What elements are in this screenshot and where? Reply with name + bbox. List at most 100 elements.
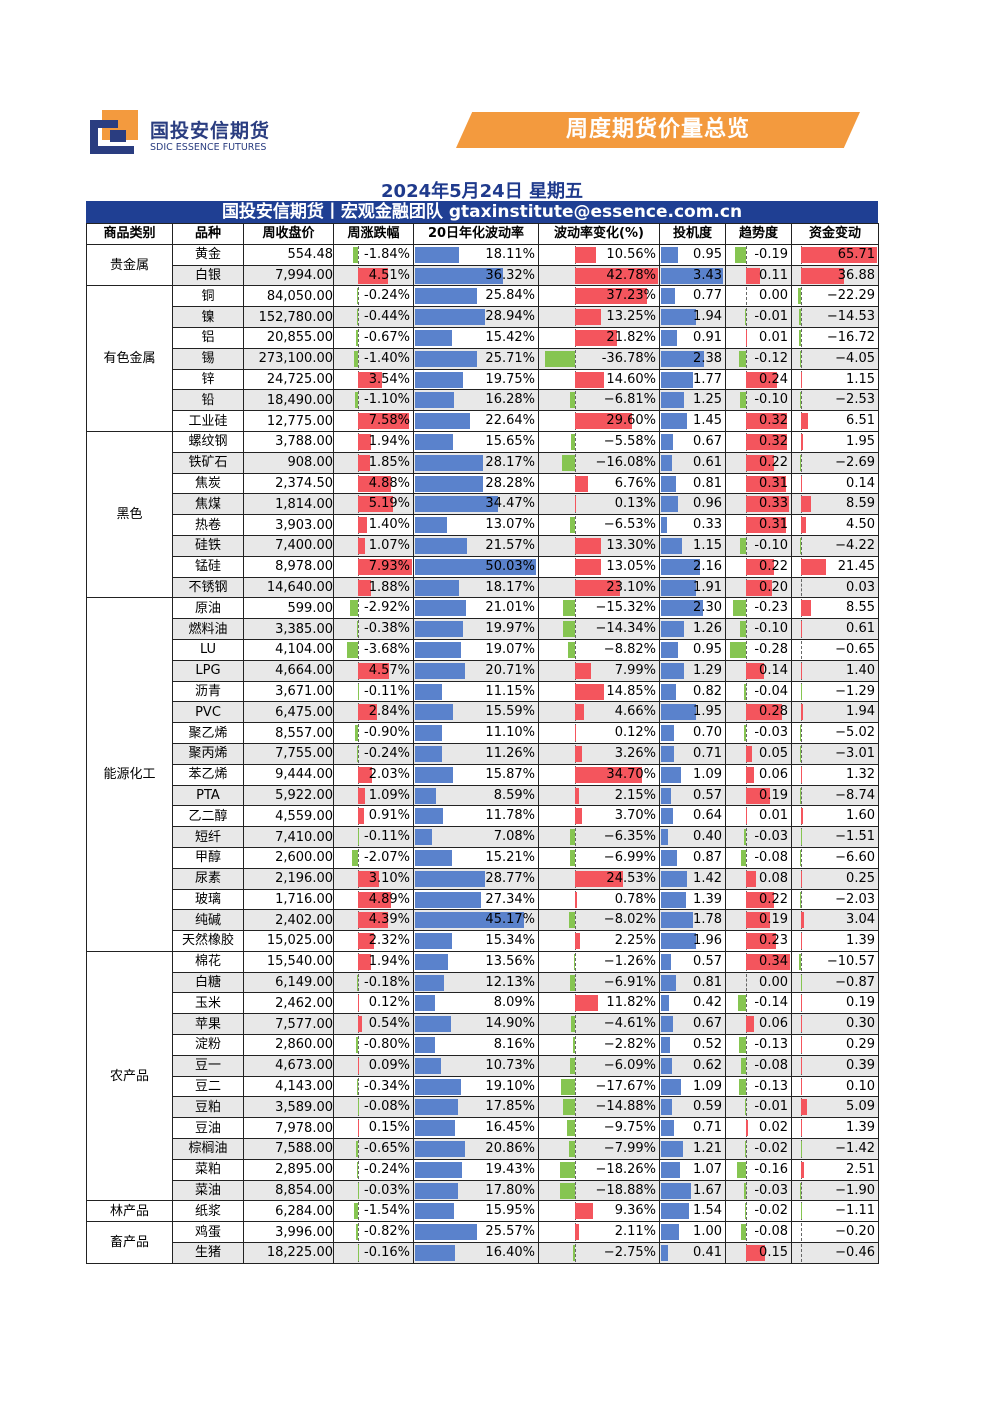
volatility-change-value: −18.26%: [595, 1161, 656, 1177]
weekly-change-axis: [358, 1244, 359, 1262]
item-name-cell: 豆二: [172, 1075, 244, 1098]
trend-cell: 0.14: [725, 659, 792, 682]
weekly-change-value: -2.07%: [364, 849, 410, 865]
trend-bar: [738, 1037, 746, 1054]
trend-bar: [741, 1057, 746, 1074]
trend-value: 0.01: [759, 329, 788, 345]
trend-bar: [745, 662, 764, 679]
volatility-change-bar: [570, 433, 576, 450]
volatility-change-bar: [575, 413, 633, 430]
weekly-change-bar: [358, 558, 412, 575]
table-row: 有色金属铜 84,050.00 -0.24% 25.84% 37.23% 0.77 0.00…: [86, 285, 879, 432]
close-price-cell: 7,588.00: [243, 1138, 334, 1160]
volatility-change-value: −17.67%: [595, 1078, 656, 1094]
speculation-bar: [661, 766, 681, 783]
fund-flow-bar: [800, 413, 809, 430]
speculation-value: 0.61: [693, 454, 722, 470]
table-row: 豆一 4,673.00 0.09% 10.73% −6.09% 0.62 -0.08 0.39: [87, 1054, 879, 1077]
table-row: 玻璃 1,716.00 4.89% 27.34% 0.78% 1.39 0.22 −2.03: [87, 888, 879, 911]
weekly-change-value: -0.24%: [364, 745, 410, 761]
speculation-bar: [661, 371, 693, 388]
trend-bar: [738, 995, 746, 1012]
weekly-change-value: -0.44%: [364, 309, 410, 325]
trend-value: -0.13: [754, 1078, 788, 1094]
volatility-cell: 16.45%: [413, 1117, 539, 1140]
table-row: 沥青 3,671.00 -0.11% 11.15% 14.85% 0.82 -0.04 −1.…: [87, 680, 879, 703]
item-name-cell: 菜油: [172, 1179, 244, 1202]
close-price-cell: 18,490.00: [243, 389, 334, 412]
volatility-change-value: 14.85%: [606, 683, 656, 699]
volatility-value: 7.08%: [493, 829, 535, 845]
trend-value: -0.01: [754, 1099, 788, 1115]
close-price-cell: 12,775.00: [243, 410, 334, 432]
speculation-bar: [661, 392, 684, 409]
trend-value: 0.34: [759, 953, 788, 969]
volatility-change-cell: −4.61%: [538, 1013, 660, 1036]
item-name-cell: 原油: [172, 597, 244, 620]
item-name-cell: 短纤: [172, 826, 244, 848]
trend-value: 0.05: [759, 745, 788, 761]
fund-flow-value: 6.51: [846, 413, 875, 429]
weekly-change-bar: [358, 517, 368, 534]
volatility-change-bar: [573, 1245, 576, 1262]
volatility-bar: [415, 704, 453, 721]
item-name-cell: 锰硅: [172, 555, 244, 578]
weekly-change-bar: [358, 371, 382, 388]
item-name-cell: 生猪: [172, 1242, 244, 1264]
close-price-cell: 9,444.00: [243, 763, 334, 786]
volatility-bar: [415, 683, 442, 700]
volatility-change-bar: [568, 1141, 576, 1158]
volatility-change-value: −18.88%: [595, 1182, 656, 1198]
report-banner-title: 周度期货价量总览: [565, 117, 750, 142]
volatility-change-cell: 13.25%: [538, 306, 660, 328]
trend-bar: [745, 558, 775, 575]
table-row: LU 4,104.00 -3.68% 19.07% −8.82% 0.95 -0.28 −0.…: [87, 638, 879, 661]
volatility-change-cell: −6.35%: [538, 826, 660, 848]
trend-axis: [745, 308, 747, 326]
volatility-bar: [415, 621, 464, 638]
trend-value: -0.10: [754, 621, 788, 637]
weekly-change-axis: [358, 245, 359, 264]
volatility-change-value: 4.66%: [614, 704, 656, 720]
volatility-change-value: −6.09%: [603, 1057, 656, 1073]
volatility-change-bar: [575, 537, 601, 554]
weekly-change-value: -0.18%: [364, 974, 410, 990]
fund-flow-cell: −4.05: [791, 347, 879, 370]
weekly-change-value: -0.90%: [364, 725, 410, 741]
item-name-cell: 不锈钢: [172, 576, 244, 599]
volatility-value: 11.10%: [485, 725, 535, 741]
table-row: 苹果 7,577.00 0.54% 14.90% −4.61% 0.67 0.06 0.30: [87, 1013, 879, 1036]
trend-cell: -0.13: [725, 1075, 792, 1098]
volatility-bar: [415, 1203, 454, 1220]
fund-flow-value: −14.53: [826, 309, 875, 325]
fund-flow-bar: [800, 725, 801, 742]
speculation-cell: 0.95: [659, 243, 726, 266]
close-price-cell: 6,149.00: [243, 971, 334, 994]
volatility-change-value: 34.70%: [606, 766, 656, 782]
weekly-change-bar: [358, 496, 394, 513]
weekly-change-cell: 7.58%: [333, 410, 414, 432]
weekly-change-axis: [358, 724, 359, 742]
volatility-change-bar: [575, 309, 601, 326]
trend-axis: [745, 973, 747, 992]
volatility-bar: [415, 766, 454, 783]
trend-bar: [740, 621, 746, 638]
close-price-cell: 2,402.00: [243, 909, 334, 932]
trend-bar: [745, 371, 777, 388]
trend-value: 0.11: [759, 267, 788, 283]
volatility-change-bar: [575, 787, 580, 804]
speculation-value: 0.81: [693, 974, 722, 990]
fund-flow-value: 8.59: [846, 496, 875, 512]
speculation-cell: 0.81: [659, 971, 726, 994]
trend-value: -0.03: [754, 829, 788, 845]
volatility-bar: [415, 974, 445, 991]
trend-value: 0.33: [759, 496, 788, 512]
speculation-value: 0.95: [693, 246, 722, 262]
fund-flow-axis: [800, 391, 802, 410]
fund-flow-value: 1.60: [846, 808, 875, 824]
speculation-value: 0.59: [693, 1099, 722, 1115]
fund-flow-cell: −1.90: [791, 1179, 879, 1202]
volatility-bar: [415, 558, 536, 575]
fund-flow-cell: 8.55: [791, 597, 879, 620]
trend-cell: 0.32: [725, 410, 792, 432]
